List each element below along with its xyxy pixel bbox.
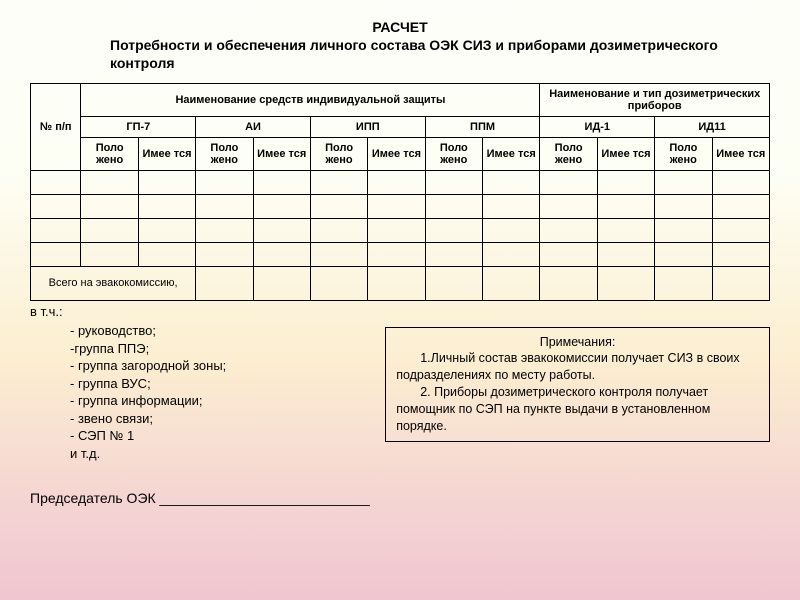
header-group1: Наименование средств индивидуальной защи… <box>81 83 540 116</box>
sub-req: Поло жено <box>540 137 597 170</box>
header-item-0: ГП-7 <box>81 116 196 137</box>
list-item: -группа ППЭ; <box>70 340 385 358</box>
table-row <box>31 218 770 242</box>
sub-avail: Имее тся <box>368 137 425 170</box>
vtch-label: в т.ч.: <box>30 303 385 321</box>
table-row-total: Всего на эвакокомиссию, <box>31 266 770 300</box>
sub-avail: Имее тся <box>138 137 195 170</box>
table-row <box>31 242 770 266</box>
main-table: № п/п Наименование средств индивидуально… <box>30 83 770 301</box>
sub-req: Поло жено <box>310 137 367 170</box>
header-item-5: ИД11 <box>655 116 770 137</box>
list-item: - СЭП № 1 <box>70 427 385 445</box>
sub-avail: Имее тся <box>712 137 769 170</box>
sub-req: Поло жено <box>655 137 712 170</box>
sub-avail: Имее тся <box>482 137 539 170</box>
header-item-3: ППМ <box>425 116 540 137</box>
note-2: 2. Приборы дозиметрического контроля пол… <box>396 384 759 435</box>
notes-box: Примечания: 1.Личный состав эвакокомисси… <box>385 327 770 442</box>
title-sub: Потребности и обеспечения личного состав… <box>30 36 770 72</box>
notes-title: Примечания: <box>396 334 759 351</box>
signature-line: Председатель ОЭК _______________________… <box>30 490 770 506</box>
title-main: РАСЧЕТ <box>30 18 770 36</box>
sub-req: Поло жено <box>196 137 253 170</box>
list-block: - руководство; -группа ППЭ; - группа заг… <box>30 322 385 462</box>
list-item: - группа ВУС; <box>70 375 385 393</box>
sub-avail: Имее тся <box>597 137 654 170</box>
note-1: 1.Личный состав эвакокомиссии получает С… <box>396 350 759 384</box>
list-item: - группа информации; <box>70 392 385 410</box>
below-block: в т.ч.: - руководство; -группа ППЭ; - гр… <box>30 303 770 463</box>
header-item-4: ИД-1 <box>540 116 655 137</box>
header-group2: Наименование и тип дозиметрических прибо… <box>540 83 770 116</box>
header-seq: № п/п <box>31 83 81 170</box>
header-item-2: ИПП <box>310 116 425 137</box>
list-item: и т.д. <box>70 445 385 463</box>
list-item: - группа загородной зоны; <box>70 357 385 375</box>
sub-req: Поло жено <box>425 137 482 170</box>
sub-avail: Имее тся <box>253 137 310 170</box>
list-item: - звено связи; <box>70 410 385 428</box>
table-row <box>31 194 770 218</box>
total-label: Всего на эвакокомиссию, <box>31 266 196 300</box>
sub-req: Поло жено <box>81 137 138 170</box>
table-row <box>31 170 770 194</box>
list-item: - руководство; <box>70 322 385 340</box>
header-item-1: АИ <box>196 116 311 137</box>
left-column: в т.ч.: - руководство; -группа ППЭ; - гр… <box>30 303 385 463</box>
title-block: РАСЧЕТ Потребности и обеспечения личного… <box>30 18 770 73</box>
